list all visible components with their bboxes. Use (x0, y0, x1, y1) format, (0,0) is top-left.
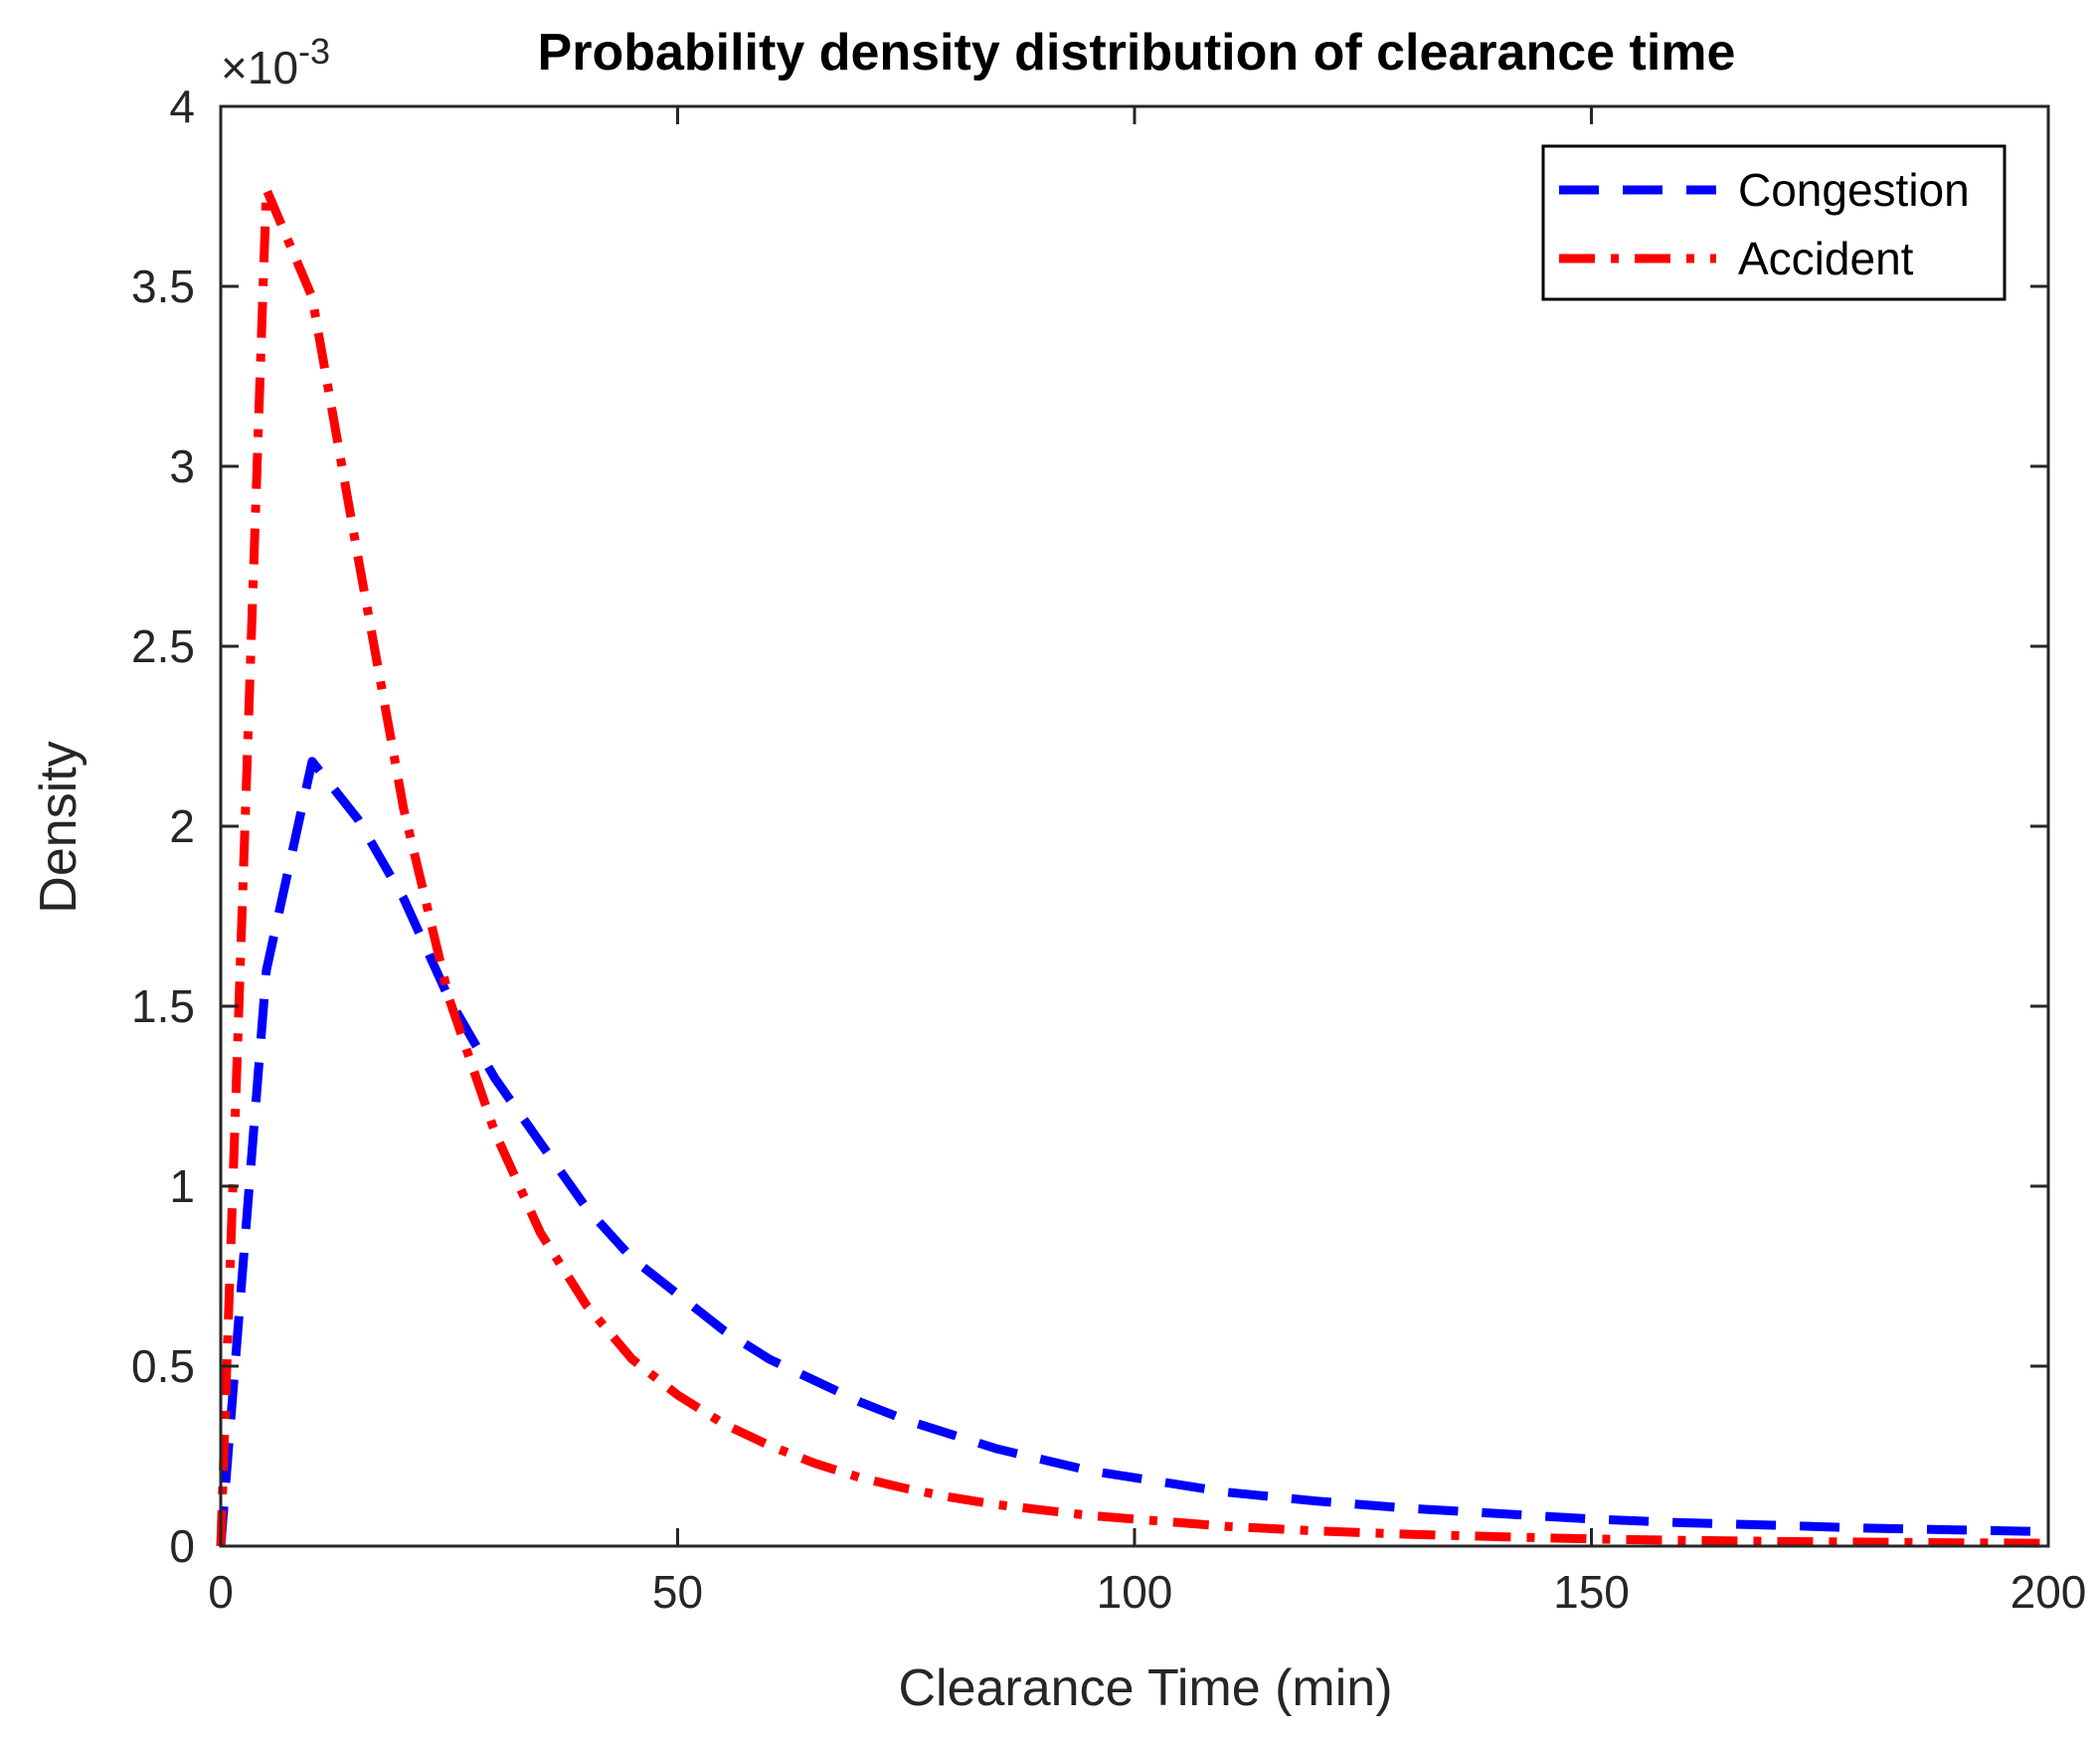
y-axis-label: Density (30, 741, 88, 913)
y-tick-label-2: 1 (169, 1160, 195, 1212)
x-tick-labels: 0 50 100 150 200 (208, 1566, 2086, 1618)
x-tick-label-0: 0 (208, 1566, 234, 1618)
y-tick-label-6: 3 (169, 440, 195, 492)
y-tick-label-4: 2 (169, 800, 195, 852)
y-exponent-power: -3 (298, 31, 330, 72)
series-layer (216, 184, 2049, 1548)
plot-area (221, 106, 2048, 1546)
x-tick-label-2: 100 (1097, 1566, 1173, 1618)
y-tick-label-7: 3.5 (131, 261, 195, 312)
y-tick-labels: 0 0.5 1 1.5 2 2.5 3 3.5 4 (131, 81, 195, 1572)
x-tick-label-4: 200 (2011, 1566, 2087, 1618)
x-axis-label: Clearance Time (min) (898, 1659, 1392, 1717)
y-tick-label-3: 1.5 (131, 980, 195, 1032)
legend: Congestion Accident (1541, 144, 2007, 301)
y-exponent-base: ×10 (221, 42, 298, 93)
y-tick-label-5: 2.5 (131, 620, 195, 672)
legend-label-congestion: Congestion (1738, 164, 1970, 216)
y-tick-label-8: 4 (169, 81, 195, 132)
ticks-layer (219, 104, 2050, 1548)
x-tick-label-1: 50 (652, 1566, 703, 1618)
legend-label-accident: Accident (1738, 233, 1914, 284)
series-line-accident (216, 184, 2049, 1548)
y-tick-label-1: 0.5 (131, 1340, 195, 1392)
chart-title: Probability density distribution of clea… (538, 24, 1736, 82)
x-tick-label-3: 150 (1553, 1566, 1630, 1618)
y-exponent-label: ×10-3 (221, 31, 330, 93)
legend-box (1541, 144, 2007, 301)
y-tick-label-0: 0 (169, 1520, 195, 1572)
